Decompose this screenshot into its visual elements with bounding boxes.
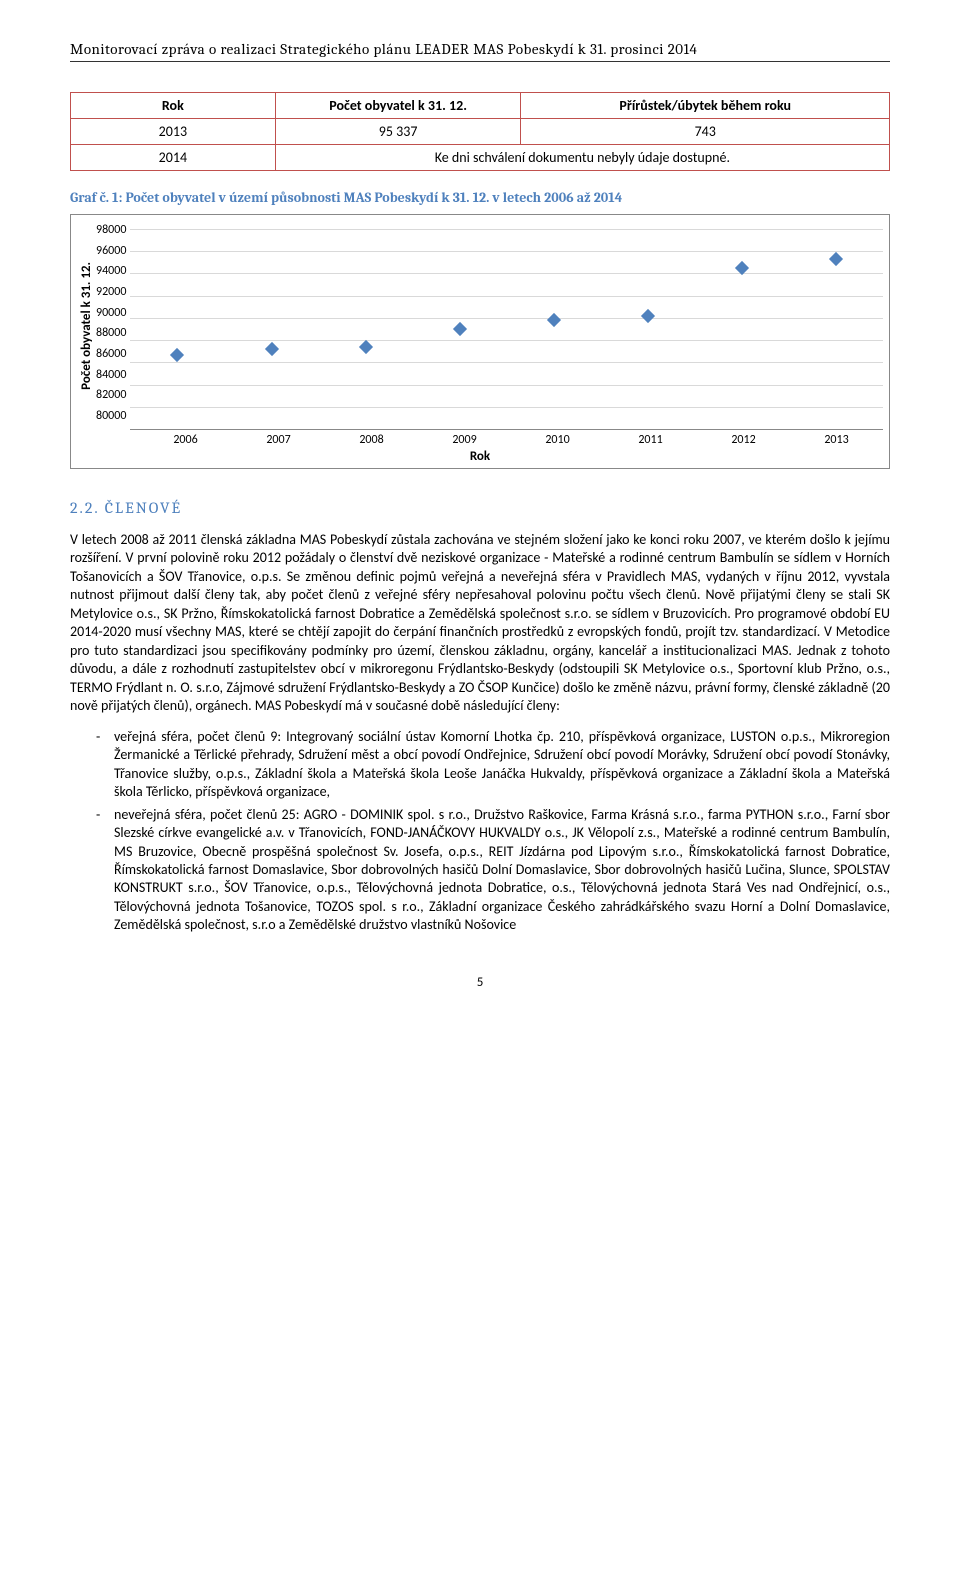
x-tick: 2011 bbox=[604, 433, 697, 447]
table-row: 2013 95 337 743 bbox=[71, 119, 890, 145]
y-tick: 88000 bbox=[96, 326, 126, 340]
x-ticks: 20062007200820092010201120122013 bbox=[139, 429, 883, 447]
data-marker bbox=[264, 342, 278, 356]
th-change: Přírůstek/úbytek během roku bbox=[521, 93, 890, 119]
table-row: 2014 Ke dni schválení dokumentu nebyly ú… bbox=[71, 145, 890, 171]
x-tick: 2007 bbox=[232, 433, 325, 447]
cell: 2014 bbox=[71, 145, 276, 171]
data-marker bbox=[641, 309, 655, 323]
y-tick: 94000 bbox=[96, 264, 126, 278]
cell: 743 bbox=[521, 119, 890, 145]
x-tick: 2008 bbox=[325, 433, 418, 447]
y-tick: 96000 bbox=[96, 244, 126, 258]
plot-area bbox=[130, 229, 883, 429]
page-number: 5 bbox=[70, 975, 890, 990]
chart-caption: Graf č. 1: Počet obyvatel v území působn… bbox=[70, 189, 890, 206]
list-item: neveřejná sféra, počet členů 25: AGRO - … bbox=[70, 806, 890, 935]
section-title: ČLENOVÉ bbox=[105, 499, 182, 517]
data-marker bbox=[453, 322, 467, 336]
y-tick: 92000 bbox=[96, 285, 126, 299]
population-table: Rok Počet obyvatel k 31. 12. Přírůstek/ú… bbox=[70, 92, 890, 171]
bullet-list: veřejná sféra, počet členů 9: Integrovan… bbox=[70, 728, 890, 935]
x-axis-label: Rok bbox=[77, 447, 883, 464]
x-tick: 2012 bbox=[697, 433, 790, 447]
y-tick: 90000 bbox=[96, 306, 126, 320]
y-tick: 84000 bbox=[96, 368, 126, 382]
y-tick: 80000 bbox=[96, 409, 126, 423]
cell: 2013 bbox=[71, 119, 276, 145]
data-marker bbox=[170, 347, 184, 361]
th-year: Rok bbox=[71, 93, 276, 119]
x-tick: 2010 bbox=[511, 433, 604, 447]
x-tick: 2009 bbox=[418, 433, 511, 447]
cell: Ke dni schválení dokumentu nebyly údaje … bbox=[275, 145, 889, 171]
section-heading: 2.2. ČLENOVÉ bbox=[70, 499, 890, 517]
y-axis-label: Počet obyvatel k 31. 12. bbox=[77, 262, 96, 390]
y-ticks: 98000 96000 94000 92000 90000 88000 86000 84000… bbox=[96, 223, 130, 423]
y-tick: 82000 bbox=[96, 388, 126, 402]
section-number: 2.2. bbox=[70, 499, 99, 517]
page-header: Monitorovací zpráva o realizaci Strategi… bbox=[70, 40, 890, 62]
list-item: veřejná sféra, počet členů 9: Integrovan… bbox=[70, 728, 890, 802]
y-tick: 98000 bbox=[96, 223, 126, 237]
data-marker bbox=[359, 340, 373, 354]
body-paragraph: V letech 2008 až 2011 členská základna M… bbox=[70, 531, 890, 716]
population-chart: Počet obyvatel k 31. 12. 98000 96000 94000… bbox=[70, 214, 890, 469]
th-population: Počet obyvatel k 31. 12. bbox=[275, 93, 521, 119]
cell: 95 337 bbox=[275, 119, 521, 145]
x-tick: 2013 bbox=[790, 433, 883, 447]
x-tick: 2006 bbox=[139, 433, 232, 447]
data-marker bbox=[547, 313, 561, 327]
y-tick: 86000 bbox=[96, 347, 126, 361]
data-marker bbox=[829, 252, 843, 266]
